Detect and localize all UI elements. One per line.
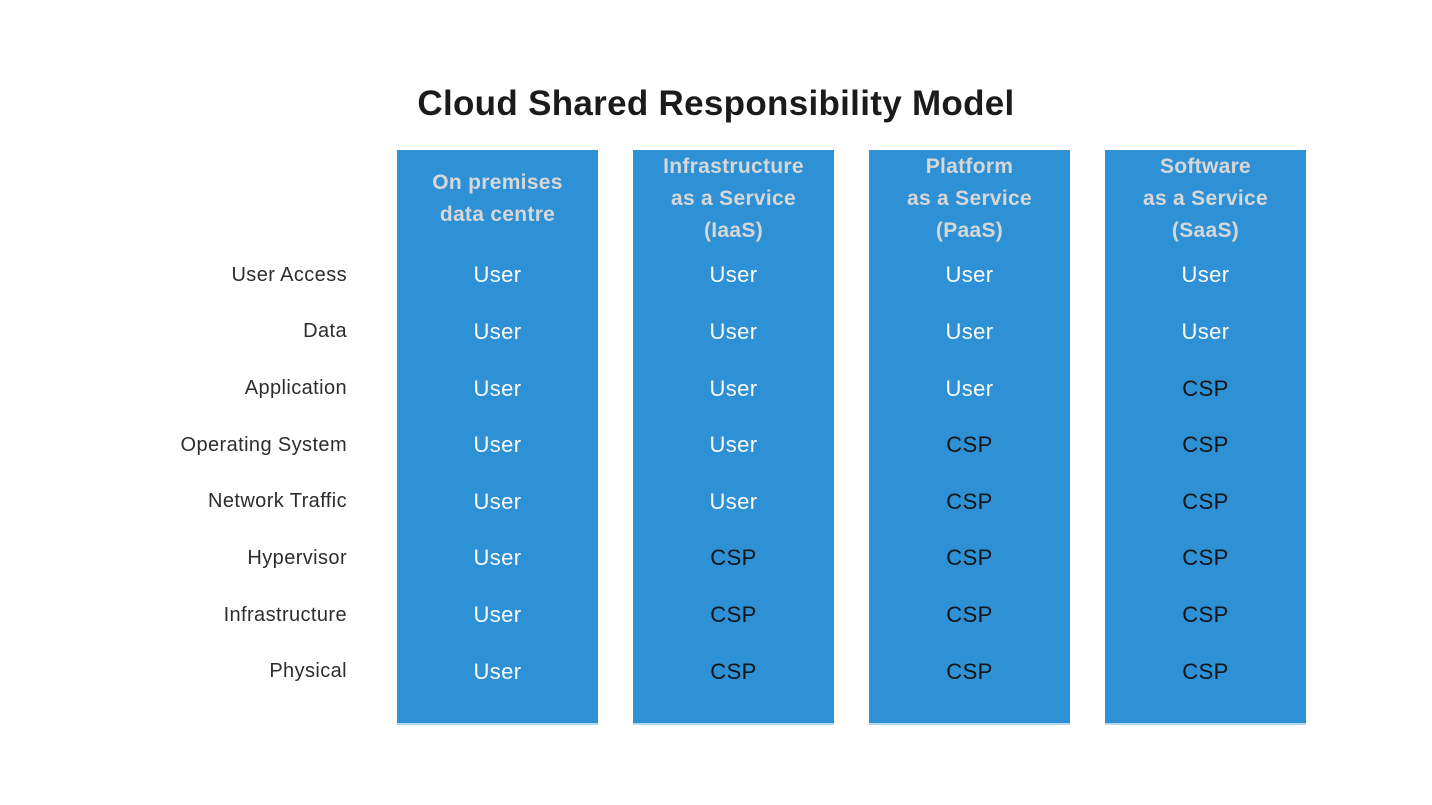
- cell-saas-application: CSP: [1182, 375, 1229, 401]
- header-line: as a Service: [670, 186, 797, 210]
- cell-saas-infrastructure: CSP: [1182, 602, 1229, 628]
- cell-on-premises-infrastructure: User: [473, 602, 522, 628]
- column-header-iaas: Infrastructure as a Service (IaaS): [633, 150, 834, 247]
- cell-saas-network-traffic: CSP: [1182, 488, 1229, 514]
- cell-on-premises-user-access: User: [473, 262, 522, 288]
- column-cells-iaas: User User User User User CSP CSP CSP: [633, 247, 834, 723]
- cell-paas-hypervisor: CSP: [946, 545, 993, 571]
- cell-paas-data: User: [945, 318, 994, 344]
- column-cells-saas: User User CSP CSP CSP CSP CSP CSP: [1105, 247, 1306, 723]
- header-line: as a Service: [906, 186, 1033, 210]
- row-label-hypervisor: Hypervisor: [247, 546, 347, 569]
- cell-iaas-hypervisor: CSP: [710, 545, 757, 571]
- column-header-on-premises: On premises data centre: [397, 150, 598, 247]
- column-saas: Software as a Service (SaaS) User User C…: [1105, 150, 1306, 723]
- header-line: as a Service: [1142, 186, 1269, 210]
- row-label-physical: Physical: [269, 660, 347, 683]
- cell-saas-user-access: User: [1181, 262, 1230, 288]
- cell-on-premises-network-traffic: User: [473, 488, 522, 514]
- row-labels-column: User Access Data Application Operating S…: [0, 150, 347, 723]
- row-label-operating-system: Operating System: [180, 433, 347, 456]
- cell-saas-hypervisor: CSP: [1182, 545, 1229, 571]
- row-label-application: Application: [244, 377, 347, 400]
- cell-on-premises-operating-system: User: [473, 432, 522, 458]
- cell-iaas-physical: CSP: [710, 658, 757, 684]
- cell-saas-physical: CSP: [1182, 658, 1229, 684]
- row-labels: User Access Data Application Operating S…: [0, 247, 347, 723]
- cell-paas-infrastructure: CSP: [946, 602, 993, 628]
- row-label-infrastructure: Infrastructure: [223, 603, 347, 626]
- cell-saas-data: User: [1181, 318, 1230, 344]
- column-paas: Platform as a Service (PaaS) User User U…: [869, 150, 1070, 723]
- column-cells-on-premises: User User User User User User User User: [397, 247, 598, 723]
- header-line: Infrastructure: [663, 154, 804, 178]
- header-line: Platform: [925, 154, 1014, 178]
- cell-paas-application: User: [945, 375, 994, 401]
- header-line: On premises: [432, 170, 563, 194]
- cell-iaas-infrastructure: CSP: [710, 602, 757, 628]
- column-iaas: Infrastructure as a Service (IaaS) User …: [633, 150, 834, 723]
- header-line: Software: [1159, 154, 1252, 178]
- header-line: data centre: [439, 202, 556, 226]
- label-header-spacer: [0, 150, 347, 247]
- cell-paas-operating-system: CSP: [946, 432, 993, 458]
- diagram-title: Cloud Shared Responsibility Model: [417, 84, 1015, 123]
- row-label-data: Data: [303, 320, 347, 343]
- cell-saas-operating-system: CSP: [1182, 432, 1229, 458]
- column-header-saas: Software as a Service (SaaS): [1105, 150, 1306, 247]
- cell-paas-network-traffic: CSP: [946, 488, 993, 514]
- cell-iaas-user-access: User: [709, 262, 758, 288]
- cell-on-premises-physical: User: [473, 658, 522, 684]
- cell-iaas-application: User: [709, 375, 758, 401]
- header-line: (PaaS): [935, 218, 1004, 242]
- column-cells-paas: User User User CSP CSP CSP CSP CSP: [869, 247, 1070, 723]
- cell-paas-physical: CSP: [946, 658, 993, 684]
- cell-iaas-network-traffic: User: [709, 488, 758, 514]
- responsibility-table: User Access Data Application Operating S…: [0, 150, 1306, 723]
- cell-on-premises-data: User: [473, 318, 522, 344]
- header-line: (SaaS): [1171, 218, 1240, 242]
- cell-iaas-operating-system: User: [709, 432, 758, 458]
- header-line: (IaaS): [704, 218, 763, 242]
- cell-on-premises-hypervisor: User: [473, 545, 522, 571]
- row-label-user-access: User Access: [231, 263, 347, 286]
- row-label-network-traffic: Network Traffic: [208, 490, 347, 513]
- cell-iaas-data: User: [709, 318, 758, 344]
- cell-on-premises-application: User: [473, 375, 522, 401]
- column-header-paas: Platform as a Service (PaaS): [869, 150, 1070, 247]
- column-on-premises: On premises data centre User User User U…: [397, 150, 598, 723]
- cell-paas-user-access: User: [945, 262, 994, 288]
